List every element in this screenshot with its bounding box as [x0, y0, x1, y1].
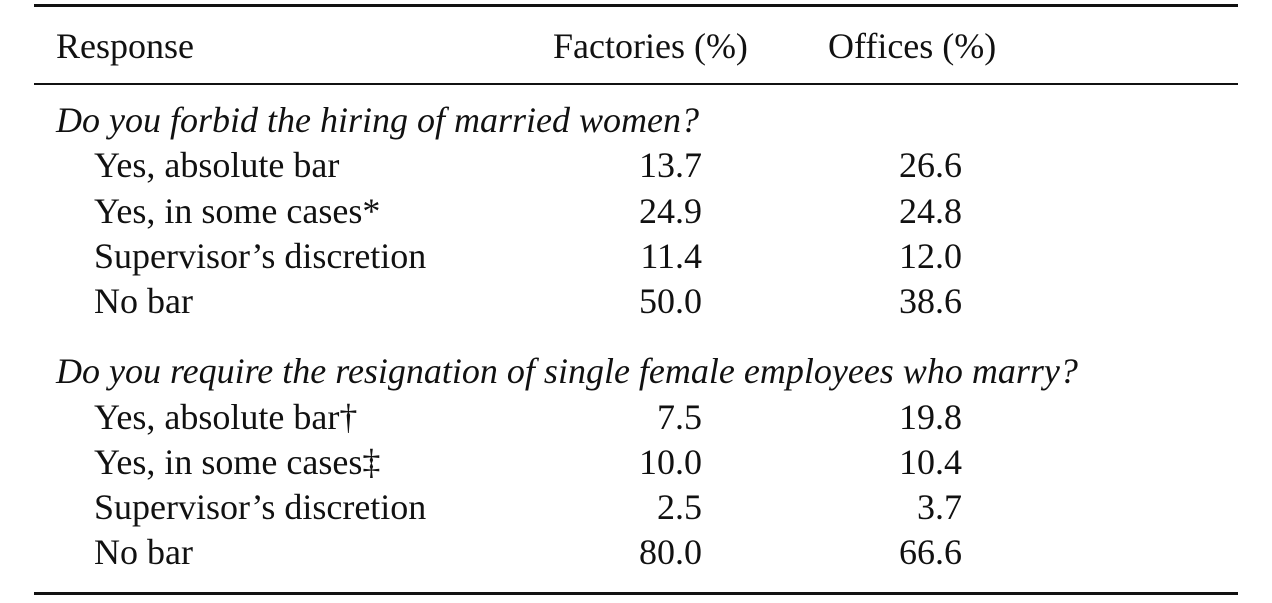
- bottom-rule: [34, 592, 1238, 595]
- row-label: Yes, absolute bar†: [94, 397, 358, 437]
- row-factories-value: 10.0: [639, 442, 702, 482]
- header-rule: [34, 83, 1238, 85]
- row-label: Yes, in some cases*: [94, 191, 381, 231]
- section-title-hiring: Do you forbid the hiring of married wome…: [56, 100, 699, 140]
- row-offices-value: 26.6: [899, 145, 962, 185]
- row-label: Yes, in some cases‡: [94, 442, 381, 482]
- row-offices-value: 12.0: [899, 236, 962, 276]
- row-label: Supervisor’s discretion: [94, 487, 427, 527]
- row-offices-value: 66.6: [899, 532, 962, 572]
- row-offices-value: 3.7: [917, 487, 962, 527]
- top-rule: [34, 4, 1238, 7]
- row-offices-value: 10.4: [899, 442, 962, 482]
- header-response: Response: [56, 26, 194, 66]
- row-factories-value: 11.4: [640, 236, 702, 276]
- row-factories-value: 13.7: [639, 145, 702, 185]
- row-offices-value: 38.6: [899, 281, 962, 321]
- header-offices: Offices (%): [828, 26, 997, 66]
- header-factories: Factories (%): [553, 26, 748, 66]
- row-factories-value: 80.0: [639, 532, 702, 572]
- row-factories-value: 50.0: [639, 281, 702, 321]
- row-offices-value: 24.8: [899, 191, 962, 231]
- row-factories-value: 7.5: [657, 397, 702, 437]
- row-label: Yes, absolute bar: [94, 145, 340, 185]
- section-title-resignation: Do you require the resignation of single…: [56, 351, 1078, 391]
- row-factories-value: 24.9: [639, 191, 702, 231]
- row-label: No bar: [94, 532, 193, 572]
- row-label: No bar: [94, 281, 193, 321]
- row-offices-value: 19.8: [899, 397, 962, 437]
- row-label: Supervisor’s discretion: [94, 236, 427, 276]
- row-factories-value: 2.5: [657, 487, 702, 527]
